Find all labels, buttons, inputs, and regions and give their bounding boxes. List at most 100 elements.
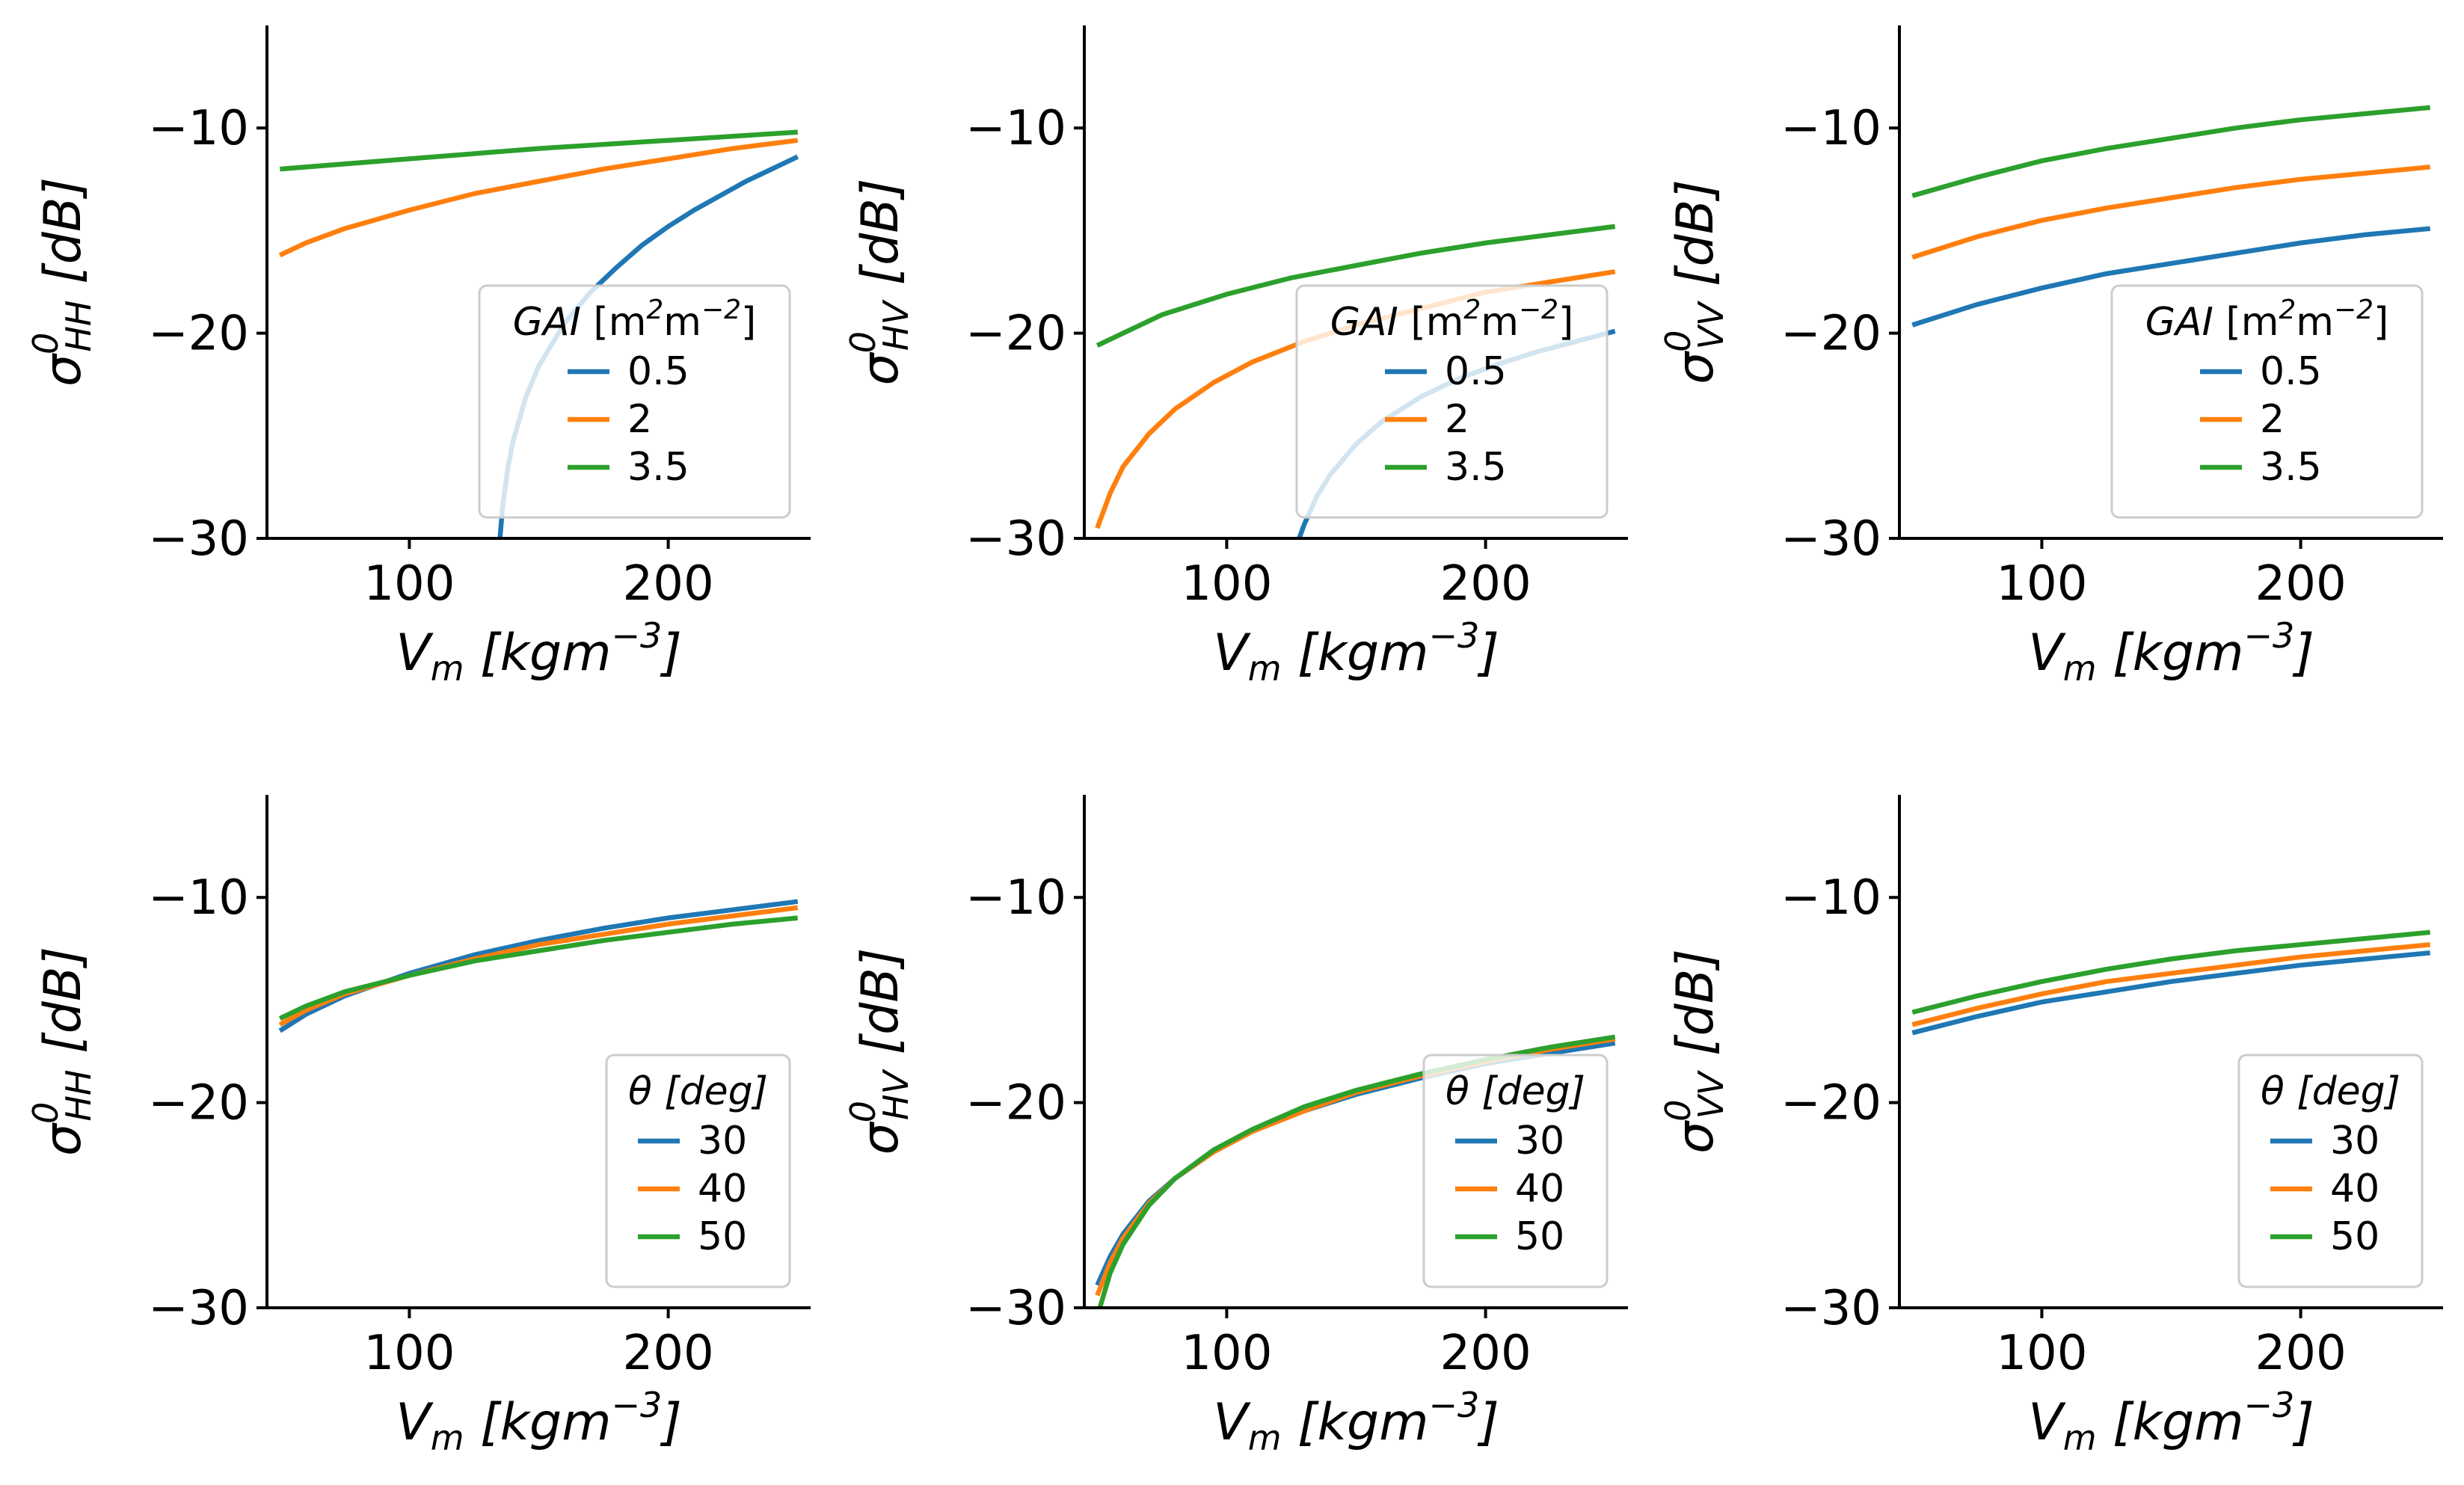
legend-title-main: θ xyxy=(2261,1069,2296,1114)
legend-title-main: GAI xyxy=(2145,300,2226,345)
x-label-end: ] xyxy=(2292,1393,2314,1452)
legend-entry-30: 30 xyxy=(698,1119,747,1163)
x-label-end: ] xyxy=(1477,624,1499,683)
x-tick-label-text: 200 xyxy=(2255,556,2347,612)
x-tick-label-text: 200 xyxy=(1440,556,1531,612)
x-label-end: ] xyxy=(660,624,682,683)
series-line-40 xyxy=(278,905,799,1027)
y-tick-label-text: −30 xyxy=(148,1281,249,1336)
legend-frame xyxy=(478,284,791,519)
y-label-sup: 0 xyxy=(843,1101,883,1122)
x-tick-label: 200 xyxy=(2255,1326,2347,1381)
legend-title: GAI [m2m−2] xyxy=(513,295,757,345)
legend-entry-40: 40 xyxy=(1515,1166,1564,1211)
y-tick-label-text: −20 xyxy=(1781,307,1881,362)
legend-entry-label: 2 xyxy=(2260,397,2285,442)
y-label-sup: 0 xyxy=(1658,1100,1698,1122)
legend-title: θ [deg] xyxy=(2261,1069,2400,1114)
x-axis-label: Vm [kgm−3] xyxy=(2028,1385,2314,1458)
x-tick-label: 200 xyxy=(2255,556,2347,612)
legend-frame xyxy=(605,1054,791,1288)
legend-title-sup: −2 xyxy=(1519,295,1558,325)
legend-entry-0.5: 0.5 xyxy=(627,349,689,394)
y-tick-label: −20 xyxy=(148,307,249,362)
y-axis-label: σ0HV [dB] xyxy=(843,179,916,386)
legend-entry-50: 50 xyxy=(698,1214,747,1259)
legend-title-sup: −2 xyxy=(701,295,741,325)
x-axis-label: Vm [kgm−3] xyxy=(396,615,682,689)
series-line-0.5 xyxy=(1911,226,2431,328)
legend-frame xyxy=(2237,1054,2424,1288)
y-tick-label-text: −10 xyxy=(1781,870,1881,926)
x-label-end: ] xyxy=(660,1393,682,1452)
legend-entry-label: 0.5 xyxy=(627,349,689,394)
x-label-sub: m xyxy=(431,1418,464,1458)
y-tick-label: −10 xyxy=(148,870,249,926)
legend-title-sup: 2 xyxy=(646,295,663,325)
x-label-main: V xyxy=(396,624,434,683)
y-tick-label-text: −20 xyxy=(965,1076,1066,1131)
x-tick-label-text: 100 xyxy=(363,556,455,612)
legend-entry-label: 30 xyxy=(1515,1119,1564,1163)
y-label-main: σ xyxy=(34,353,93,387)
y-tick-label-text: −20 xyxy=(1781,1076,1881,1131)
x-label-sub: m xyxy=(1248,1418,1282,1458)
legend-entry-2: 2 xyxy=(627,397,652,442)
legend-title-end: ] xyxy=(1558,300,1573,345)
y-label-sup: 0 xyxy=(25,1102,66,1124)
series-line-2 xyxy=(278,138,799,258)
y-axis-label: σ0HH [dB] xyxy=(25,177,99,387)
series-line-3.5 xyxy=(1911,105,2431,198)
legend-entry-label: 3.5 xyxy=(1445,445,1507,490)
legend-title-rest: [deg] xyxy=(664,1069,768,1114)
x-label-main: V xyxy=(2028,1393,2066,1452)
legend-entry-label: 40 xyxy=(698,1166,747,1211)
y-tick-label: −30 xyxy=(965,1281,1066,1336)
x-tick-label: 200 xyxy=(1440,556,1531,612)
x-label-unit: [kgm xyxy=(2097,1393,2244,1452)
y-label-unit: [dB] xyxy=(1666,949,1725,1072)
y-label-unit: [dB] xyxy=(34,177,93,301)
x-tick-label-text: 200 xyxy=(623,556,714,612)
x-label-unit: [kgm xyxy=(464,1393,612,1452)
legend-frame xyxy=(1295,284,1609,519)
legend-title-mid: m xyxy=(2296,300,2334,345)
y-label-sub: HH xyxy=(58,300,99,351)
legend-entry-3.5: 3.5 xyxy=(1445,445,1507,490)
x-label-unit: [kgm xyxy=(1282,1393,1429,1452)
y-label-unit: [dB] xyxy=(34,947,93,1070)
x-tick-label: 100 xyxy=(363,1326,455,1381)
y-tick-label-text: −30 xyxy=(1781,1281,1881,1336)
y-label-sup: 0 xyxy=(1658,330,1698,352)
x-label-sub: m xyxy=(1248,648,1282,689)
legend: GAI [m2m−2]0.523.5 xyxy=(478,284,791,519)
y-label-unit: [dB] xyxy=(1666,179,1725,303)
y-axis-label: σ0VV [dB] xyxy=(1658,179,1731,384)
x-tick-label: 100 xyxy=(1181,1326,1272,1381)
x-axis-label: Vm [kgm−3] xyxy=(2028,615,2314,689)
y-tick-label: −20 xyxy=(965,307,1066,362)
legend-entry-label: 3.5 xyxy=(2260,445,2322,490)
legend-entry-label: 2 xyxy=(627,397,652,442)
legend-entry-40: 40 xyxy=(698,1166,747,1211)
legend-entry-0.5: 0.5 xyxy=(1445,349,1507,394)
legend-title-rest: [m xyxy=(2225,300,2279,345)
y-tick-label-text: −30 xyxy=(1781,511,1881,567)
x-label-sup: −3 xyxy=(1428,1385,1479,1425)
y-tick-label: −10 xyxy=(148,101,249,156)
legend-entry-50: 50 xyxy=(1515,1214,1564,1259)
x-tick-label-text: 100 xyxy=(1996,556,2087,612)
x-tick-label-text: 100 xyxy=(1181,556,1272,612)
x-label-sub: m xyxy=(2063,1418,2097,1458)
y-tick-label: −20 xyxy=(1781,1076,1881,1131)
legend-entry-label: 50 xyxy=(1515,1214,1564,1259)
legend-frame xyxy=(2110,284,2424,519)
legend-entry-label: 40 xyxy=(2330,1166,2379,1211)
y-label-main: σ xyxy=(1666,351,1725,384)
y-tick-label: −10 xyxy=(965,101,1066,156)
y-tick-label: −30 xyxy=(148,511,249,567)
